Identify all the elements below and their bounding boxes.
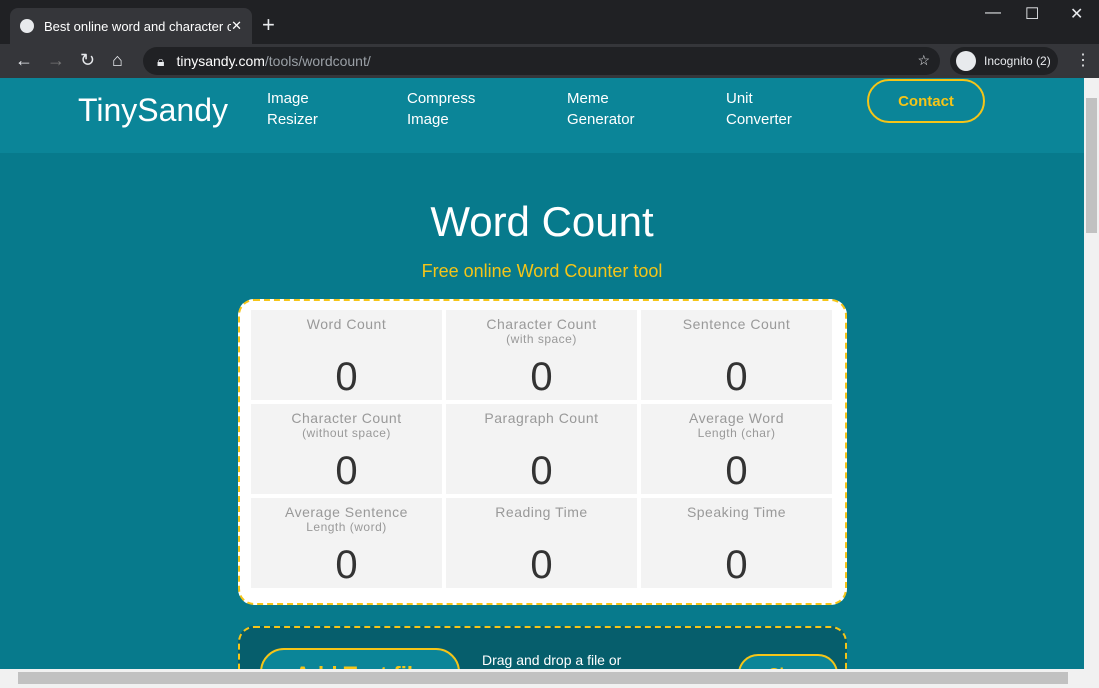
stat-value: 0 <box>335 449 358 493</box>
home-button[interactable]: ⌂ <box>112 50 123 70</box>
scroll-thumb[interactable] <box>18 672 1068 684</box>
stat-sublabel: (with space) <box>506 332 577 346</box>
incognito-indicator[interactable]: Incognito (2) <box>950 47 1058 75</box>
page-title: Word Count <box>430 198 654 245</box>
scroll-thumb[interactable] <box>1086 98 1097 233</box>
bookmark-star-icon[interactable]: ☆ <box>917 52 930 68</box>
stat-value: 0 <box>725 449 748 493</box>
stat-card: Sentence Count 0 <box>641 310 832 400</box>
nav-unit-converter[interactable]: Unit Converter <box>726 90 792 128</box>
stat-label: Character Count <box>291 410 402 426</box>
url-host: tinysandy.com <box>176 53 265 69</box>
file-drop-zone[interactable]: Add Text file Drag and drop a file or Cl… <box>238 626 847 669</box>
stat-value: 0 <box>725 355 748 399</box>
incognito-icon <box>956 51 976 71</box>
page-subtitle: Free online Word Counter tool <box>421 261 663 281</box>
browser-tab[interactable]: Best online word and character c ✕ <box>10 8 252 44</box>
contact-button[interactable]: Contact <box>867 79 985 123</box>
close-window-button[interactable]: ✕ <box>1070 6 1084 23</box>
stat-value: 0 <box>335 355 358 399</box>
browser-toolbar: ← → ↻ ⌂ 🔒︎ tinysandy.com/tools/wordcount… <box>0 44 1099 78</box>
stat-label: Sentence Count <box>682 316 791 332</box>
maximize-button[interactable]: ☐ <box>1025 6 1040 23</box>
site-logo[interactable]: TinySandy <box>78 92 228 128</box>
stat-value: 0 <box>530 543 553 587</box>
page: TinySandy Image Resizer Compress Image M… <box>0 78 1084 669</box>
tab-bar: Best online word and character c ✕ + — ☐… <box>0 0 1099 44</box>
add-text-file-button[interactable]: Add Text file <box>260 648 460 669</box>
reload-button[interactable]: ↻ <box>80 50 96 70</box>
new-tab-button[interactable]: + <box>262 12 275 37</box>
drop-instructions: Drag and drop a file or <box>482 652 622 668</box>
back-button[interactable]: ← <box>15 50 33 70</box>
stat-value: 0 <box>725 543 748 587</box>
clear-button[interactable]: Clear <box>738 654 838 669</box>
stat-sublabel: Length (word) <box>306 520 387 534</box>
stat-label: Character Count <box>486 316 597 332</box>
stat-label: Average Sentence <box>285 504 408 520</box>
url-path: /tools/wordcount/ <box>264 53 371 69</box>
tab-title: Best online word and character c <box>44 18 232 34</box>
nav-image-resizer[interactable]: Image Resizer <box>267 90 318 128</box>
stat-label: Word Count <box>306 316 387 332</box>
stat-label: Paragraph Count <box>484 410 599 426</box>
incognito-label: Incognito (2) <box>984 54 1051 68</box>
stat-card: Average Sentence Length (word) 0 <box>251 498 442 588</box>
stat-value: 0 <box>530 355 553 399</box>
stat-label: Average Word <box>689 410 784 426</box>
stat-label: Speaking Time <box>686 504 787 520</box>
nav-compress-image[interactable]: Compress Image <box>407 90 476 128</box>
stats-panel: Word Count 0 Character Count (with space) 0 S… <box>238 299 847 605</box>
stat-card: Average Word Length (char) 0 <box>641 404 832 494</box>
browser-menu-icon[interactable]: ⋮ <box>1075 52 1091 69</box>
stat-sublabel: Length (char) <box>697 426 776 440</box>
close-tab-icon[interactable]: ✕ <box>231 18 242 33</box>
stat-card: Character Count (with space) 0 <box>446 310 637 400</box>
stat-value: 0 <box>335 543 358 587</box>
site-header: TinySandy Image Resizer Compress Image M… <box>0 78 1084 153</box>
lock-icon: 🔒︎ <box>157 52 165 69</box>
stat-label: Reading Time <box>495 504 588 520</box>
vertical-scrollbar[interactable] <box>1084 78 1099 669</box>
stat-card: Paragraph Count 0 <box>446 404 637 494</box>
stat-sublabel: (without space) <box>302 426 391 440</box>
stat-card: Character Count (without space) 0 <box>251 404 442 494</box>
nav-meme-generator[interactable]: Meme Generator <box>567 90 635 128</box>
globe-icon <box>20 19 34 33</box>
stat-card: Speaking Time 0 <box>641 498 832 588</box>
horizontal-scrollbar[interactable] <box>0 669 1099 688</box>
forward-button[interactable]: → <box>47 50 65 70</box>
stat-card: Reading Time 0 <box>446 498 637 588</box>
stat-card: Word Count 0 <box>251 310 442 400</box>
stat-value: 0 <box>530 449 553 493</box>
address-bar[interactable]: 🔒︎ tinysandy.com/tools/wordcount/ ☆ <box>143 47 940 75</box>
minimize-button[interactable]: — <box>985 4 1001 21</box>
